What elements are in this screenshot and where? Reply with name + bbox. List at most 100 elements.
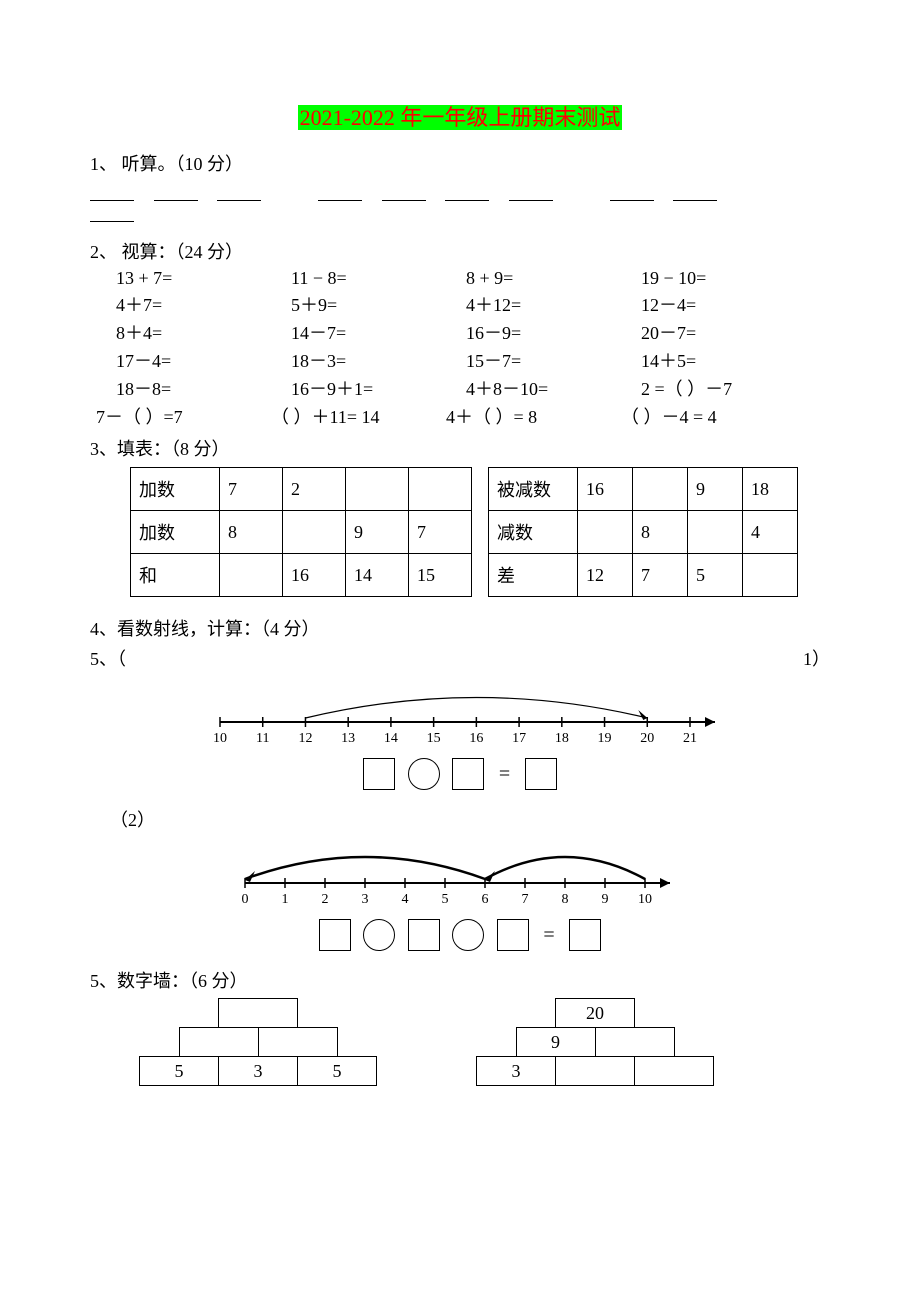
- svg-text:19: 19: [598, 731, 612, 746]
- cell[interactable]: [633, 468, 688, 511]
- cell: 7: [220, 468, 283, 511]
- eq: 4＋7=: [116, 291, 291, 317]
- cell: 7: [409, 511, 472, 554]
- svg-text:10: 10: [638, 892, 652, 907]
- cell: 14: [346, 554, 409, 597]
- cell: 差: [489, 554, 578, 597]
- cell[interactable]: [220, 554, 283, 597]
- cell: 16: [283, 554, 346, 597]
- cell: 被减数: [489, 468, 578, 511]
- blank[interactable]: [673, 186, 717, 201]
- svg-text:13: 13: [341, 731, 355, 746]
- blank[interactable]: [610, 186, 654, 201]
- cell[interactable]: [743, 554, 798, 597]
- blank[interactable]: [318, 186, 362, 201]
- eq: 16－9＋1=: [291, 375, 466, 401]
- brick: 5: [139, 1056, 219, 1086]
- eq: 11 − 8=: [291, 268, 466, 289]
- answer-box[interactable]: [363, 758, 395, 790]
- eq: 4＋8－10=: [466, 375, 641, 401]
- cell: 5: [688, 554, 743, 597]
- wall-right: 2093: [477, 999, 714, 1086]
- brick[interactable]: [218, 998, 298, 1028]
- svg-text:14: 14: [384, 731, 398, 746]
- brick[interactable]: [258, 1027, 338, 1057]
- cell: 2: [283, 468, 346, 511]
- cell: 8: [633, 511, 688, 554]
- brick[interactable]: [634, 1056, 714, 1086]
- blank[interactable]: [445, 186, 489, 201]
- svg-text:3: 3: [362, 892, 369, 907]
- answer-box[interactable]: [525, 758, 557, 790]
- boxrow-2: =: [90, 919, 830, 951]
- wall-left: 535: [140, 999, 377, 1086]
- eq: 2 =（ ）－7: [641, 375, 816, 401]
- blank[interactable]: [90, 207, 134, 222]
- blank[interactable]: [509, 186, 553, 201]
- cell[interactable]: [578, 511, 633, 554]
- eq: 14－7=: [291, 319, 466, 345]
- answer-box[interactable]: [569, 919, 601, 951]
- equals-sign: =: [499, 763, 510, 786]
- q3-left-table: 加数 7 2 加数 8 9 7 和 16 14 15: [130, 467, 472, 597]
- eq: 16－9=: [466, 319, 641, 345]
- svg-text:15: 15: [427, 731, 441, 746]
- cell[interactable]: [283, 511, 346, 554]
- answer-box[interactable]: [452, 758, 484, 790]
- eq: 7－（ ）=7: [96, 403, 271, 429]
- brick: 3: [218, 1056, 298, 1086]
- svg-text:8: 8: [562, 892, 569, 907]
- numberline-2: 012345678910: [225, 838, 695, 908]
- q3-tables: 加数 7 2 加数 8 9 7 和 16 14 15: [130, 467, 830, 597]
- eq: 15－7=: [466, 347, 641, 373]
- page-title: 2021-2022 年一年级上册期末测试: [90, 100, 830, 132]
- svg-text:10: 10: [213, 731, 227, 746]
- blank[interactable]: [382, 186, 426, 201]
- gap: [572, 187, 590, 201]
- eq: （ ）＋11= 14: [271, 403, 446, 429]
- cell: 18: [743, 468, 798, 511]
- eq: 13 + 7=: [116, 268, 291, 289]
- answer-box[interactable]: [319, 919, 351, 951]
- number-walls: 535 2093: [140, 999, 830, 1086]
- q5-label: 5、数字墙：（6 分）: [90, 967, 830, 993]
- brick[interactable]: [179, 1027, 259, 1057]
- svg-text:12: 12: [298, 731, 312, 746]
- boxrow-1: =: [90, 758, 830, 790]
- q2-grid: 13 + 7= 11 − 8= 8 + 9= 19 − 10= 4＋7= 5＋9…: [116, 268, 830, 401]
- gap: [737, 187, 755, 201]
- cell: 16: [578, 468, 633, 511]
- svg-text:2: 2: [322, 892, 329, 907]
- operator-circle[interactable]: [363, 919, 395, 951]
- eq: 8＋4=: [116, 319, 291, 345]
- eq: 20－7=: [641, 319, 816, 345]
- gap: [281, 187, 299, 201]
- equals-sign: =: [543, 924, 554, 947]
- eq: 4＋（ ）= 8: [446, 403, 621, 429]
- svg-text:11: 11: [256, 731, 269, 746]
- svg-text:0: 0: [242, 892, 249, 907]
- eq: 8 + 9=: [466, 268, 641, 289]
- q2-label: 2、 视算：（24 分）: [90, 238, 830, 264]
- brick[interactable]: [595, 1027, 675, 1057]
- eq: 19 − 10=: [641, 268, 816, 289]
- answer-box[interactable]: [497, 919, 529, 951]
- svg-text:6: 6: [482, 892, 489, 907]
- cell[interactable]: [346, 468, 409, 511]
- operator-circle[interactable]: [408, 758, 440, 790]
- cell: 和: [131, 554, 220, 597]
- cell[interactable]: [409, 468, 472, 511]
- blank[interactable]: [154, 186, 198, 201]
- cell: 7: [633, 554, 688, 597]
- operator-circle[interactable]: [452, 919, 484, 951]
- q4-label: 4、看数射线，计算：（4 分）: [90, 615, 830, 641]
- cell: 8: [220, 511, 283, 554]
- numberline-1-wrap: 101112131415161718192021 =: [90, 677, 830, 790]
- cell[interactable]: [688, 511, 743, 554]
- svg-text:20: 20: [640, 731, 654, 746]
- blank[interactable]: [217, 186, 261, 201]
- answer-box[interactable]: [408, 919, 440, 951]
- blank[interactable]: [90, 186, 134, 201]
- brick[interactable]: [555, 1056, 635, 1086]
- cell: 12: [578, 554, 633, 597]
